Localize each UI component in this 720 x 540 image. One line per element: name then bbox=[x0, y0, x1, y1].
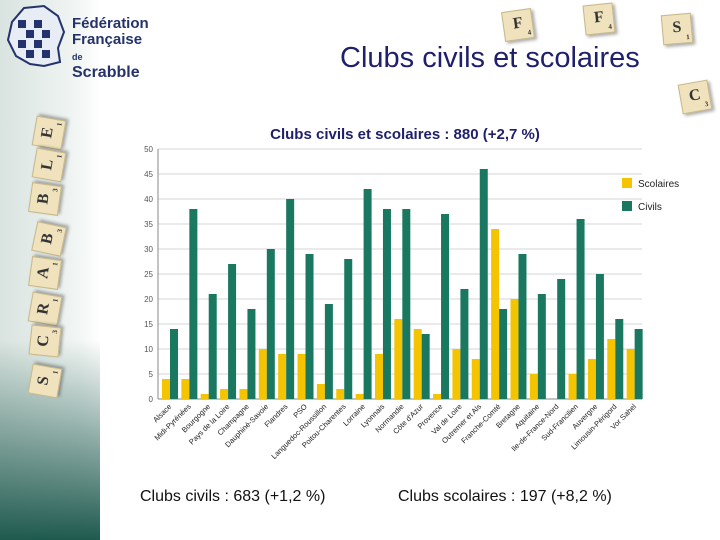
y-tick-label: 10 bbox=[144, 345, 153, 354]
bar-civils bbox=[421, 334, 430, 399]
bar-civils bbox=[324, 304, 333, 399]
legend-swatch-civils bbox=[622, 201, 632, 211]
bar-scolaires bbox=[452, 349, 461, 399]
bar-scolaires bbox=[336, 389, 345, 399]
bar-civils bbox=[382, 209, 391, 399]
y-tick-label: 45 bbox=[144, 170, 153, 179]
bar-scolaires bbox=[529, 374, 538, 399]
bar-scolaires bbox=[297, 354, 306, 399]
bar-scolaires bbox=[220, 389, 229, 399]
bar-civils bbox=[189, 209, 198, 399]
bar-scolaires bbox=[587, 359, 596, 399]
bar-civils bbox=[402, 209, 411, 399]
legend-label-scolaires: Scolaires bbox=[638, 179, 679, 190]
legend-swatch-scolaires bbox=[622, 178, 632, 188]
logo-prefix: de bbox=[72, 52, 83, 62]
bar-civils bbox=[363, 189, 372, 399]
logo-line-1: Fédération bbox=[72, 15, 149, 32]
bar-scolaires bbox=[258, 349, 267, 399]
bar-scolaires bbox=[278, 354, 287, 399]
bar-civils bbox=[208, 294, 217, 399]
bar-civils bbox=[479, 169, 488, 399]
bar-scolaires bbox=[316, 384, 325, 399]
y-tick-label: 5 bbox=[149, 370, 154, 379]
logo-text: Fédération Française de Scrabble bbox=[72, 16, 154, 81]
y-tick-label: 15 bbox=[144, 320, 153, 329]
page-title: Clubs civils et scolaires bbox=[340, 42, 640, 74]
bar-civils bbox=[344, 259, 353, 399]
bar-scolaires bbox=[607, 339, 616, 399]
bar-civils bbox=[228, 264, 237, 399]
bar-civils bbox=[247, 309, 256, 399]
y-tick-label: 0 bbox=[149, 395, 154, 404]
bar-civils bbox=[460, 289, 469, 399]
bar-civils bbox=[266, 249, 275, 399]
y-tick-label: 30 bbox=[144, 245, 153, 254]
bar-scolaires bbox=[471, 359, 480, 399]
bar-scolaires bbox=[413, 329, 422, 399]
legend-label-civils: Civils bbox=[638, 202, 662, 213]
bar-civils bbox=[595, 274, 604, 399]
bar-civils bbox=[615, 319, 624, 399]
y-tick-label: 50 bbox=[144, 145, 153, 154]
y-tick-label: 35 bbox=[144, 220, 153, 229]
bar-scolaires bbox=[433, 394, 442, 399]
bar-scolaires bbox=[162, 379, 170, 399]
bar-scolaires bbox=[568, 374, 577, 399]
bar-civils bbox=[441, 214, 450, 399]
ffs-logo: Fédération Française de Scrabble bbox=[4, 4, 154, 81]
bar-scolaires bbox=[200, 394, 209, 399]
bar-civils bbox=[518, 254, 527, 399]
bar-civils bbox=[576, 219, 585, 399]
civils-summary: Clubs civils : 683 (+1,2 %) bbox=[140, 488, 326, 505]
bar-scolaires bbox=[491, 229, 500, 399]
bar-civils bbox=[537, 294, 546, 399]
chart-title: Clubs civils et scolaires : 880 (+2,7 %) bbox=[270, 126, 540, 143]
bar-scolaires bbox=[355, 394, 364, 399]
bar-civils bbox=[170, 329, 178, 399]
bar-scolaires bbox=[626, 349, 635, 399]
bar-civils bbox=[286, 199, 295, 399]
bar-civils bbox=[305, 254, 314, 399]
bar-scolaires bbox=[239, 389, 248, 399]
scolaires-summary: Clubs scolaires : 197 (+8,2 %) bbox=[398, 488, 612, 505]
bar-civils bbox=[634, 329, 643, 399]
y-tick-label: 25 bbox=[144, 270, 153, 279]
bar-scolaires bbox=[374, 354, 383, 399]
logo-line-3: Scrabble bbox=[72, 64, 140, 81]
bar-scolaires bbox=[394, 319, 403, 399]
logo-line-2: Française bbox=[72, 31, 143, 48]
y-tick-label: 40 bbox=[144, 195, 153, 204]
bar-scolaires bbox=[181, 379, 190, 399]
bar-scolaires bbox=[510, 299, 519, 399]
y-tick-label: 20 bbox=[144, 295, 153, 304]
bar-civils bbox=[499, 309, 508, 399]
bar-civils bbox=[557, 279, 566, 399]
france-map-icon bbox=[6, 4, 66, 68]
